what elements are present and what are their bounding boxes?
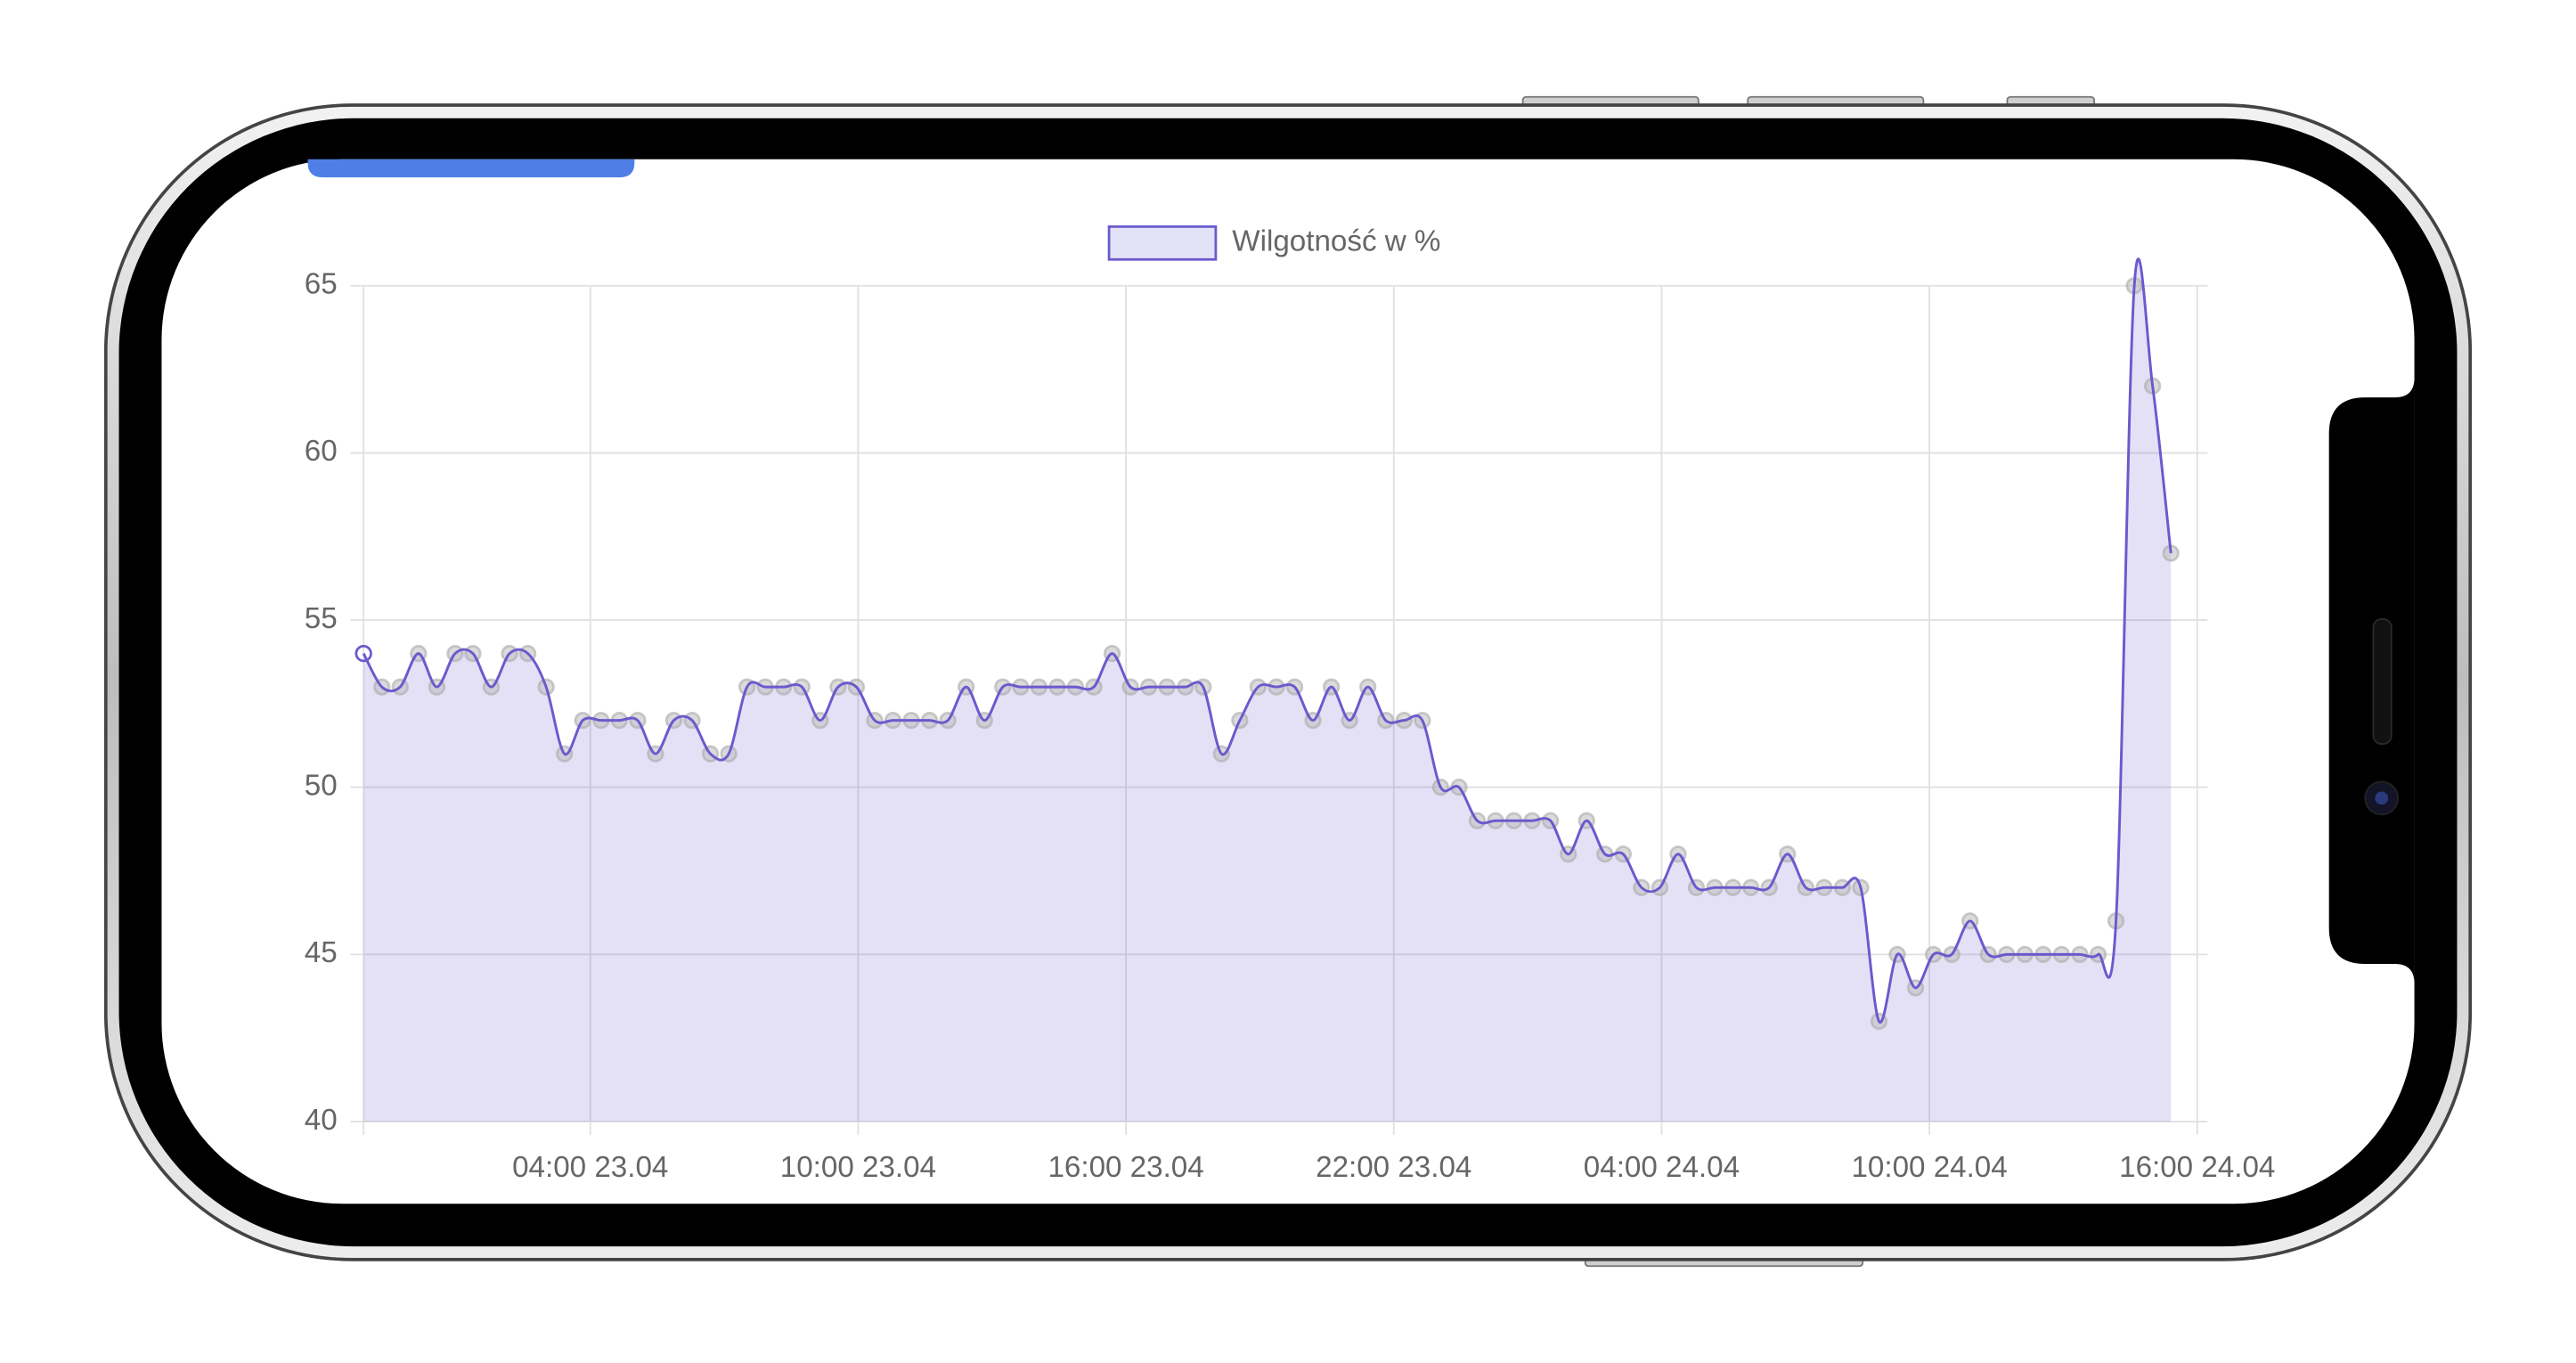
x-tick-label: 10:00 23.04 [780,1151,936,1184]
y-tick-label: 40 [305,1104,338,1137]
y-tick-label: 65 [305,268,338,301]
legend-label[interactable]: Wilgotność w % [1232,225,1440,258]
chart: Wilgotność w % 40 45 50 55 60 65 04:00 23.04 10… [305,225,2276,1185]
data-point [355,644,372,663]
y-tick-label: 50 [305,769,338,802]
x-tick-label: 04:00 23.04 [512,1151,668,1184]
y-tick-label: 45 [305,936,338,969]
grid [350,284,2208,1135]
y-tick-label: 60 [305,435,338,468]
x-tick-label: 04:00 24.04 [1584,1151,1740,1184]
camera-lens [2375,791,2389,805]
speaker [2372,618,2393,745]
phone-frame [103,95,2473,1268]
x-tick-label: 10:00 24.04 [1851,1151,2007,1184]
screen [161,159,2415,1204]
x-tick-label: 16:00 23.04 [1048,1151,1203,1184]
x-tick-label: 22:00 23.04 [1316,1151,1471,1184]
x-tick-label: 16:00 24.04 [2119,1151,2275,1184]
blue-tab[interactable] [307,159,635,178]
y-tick-label: 55 [305,602,338,635]
notch [2328,377,2415,984]
legend-swatch[interactable] [1107,225,1218,261]
line [362,257,2172,1024]
area-fill [363,258,2172,1122]
